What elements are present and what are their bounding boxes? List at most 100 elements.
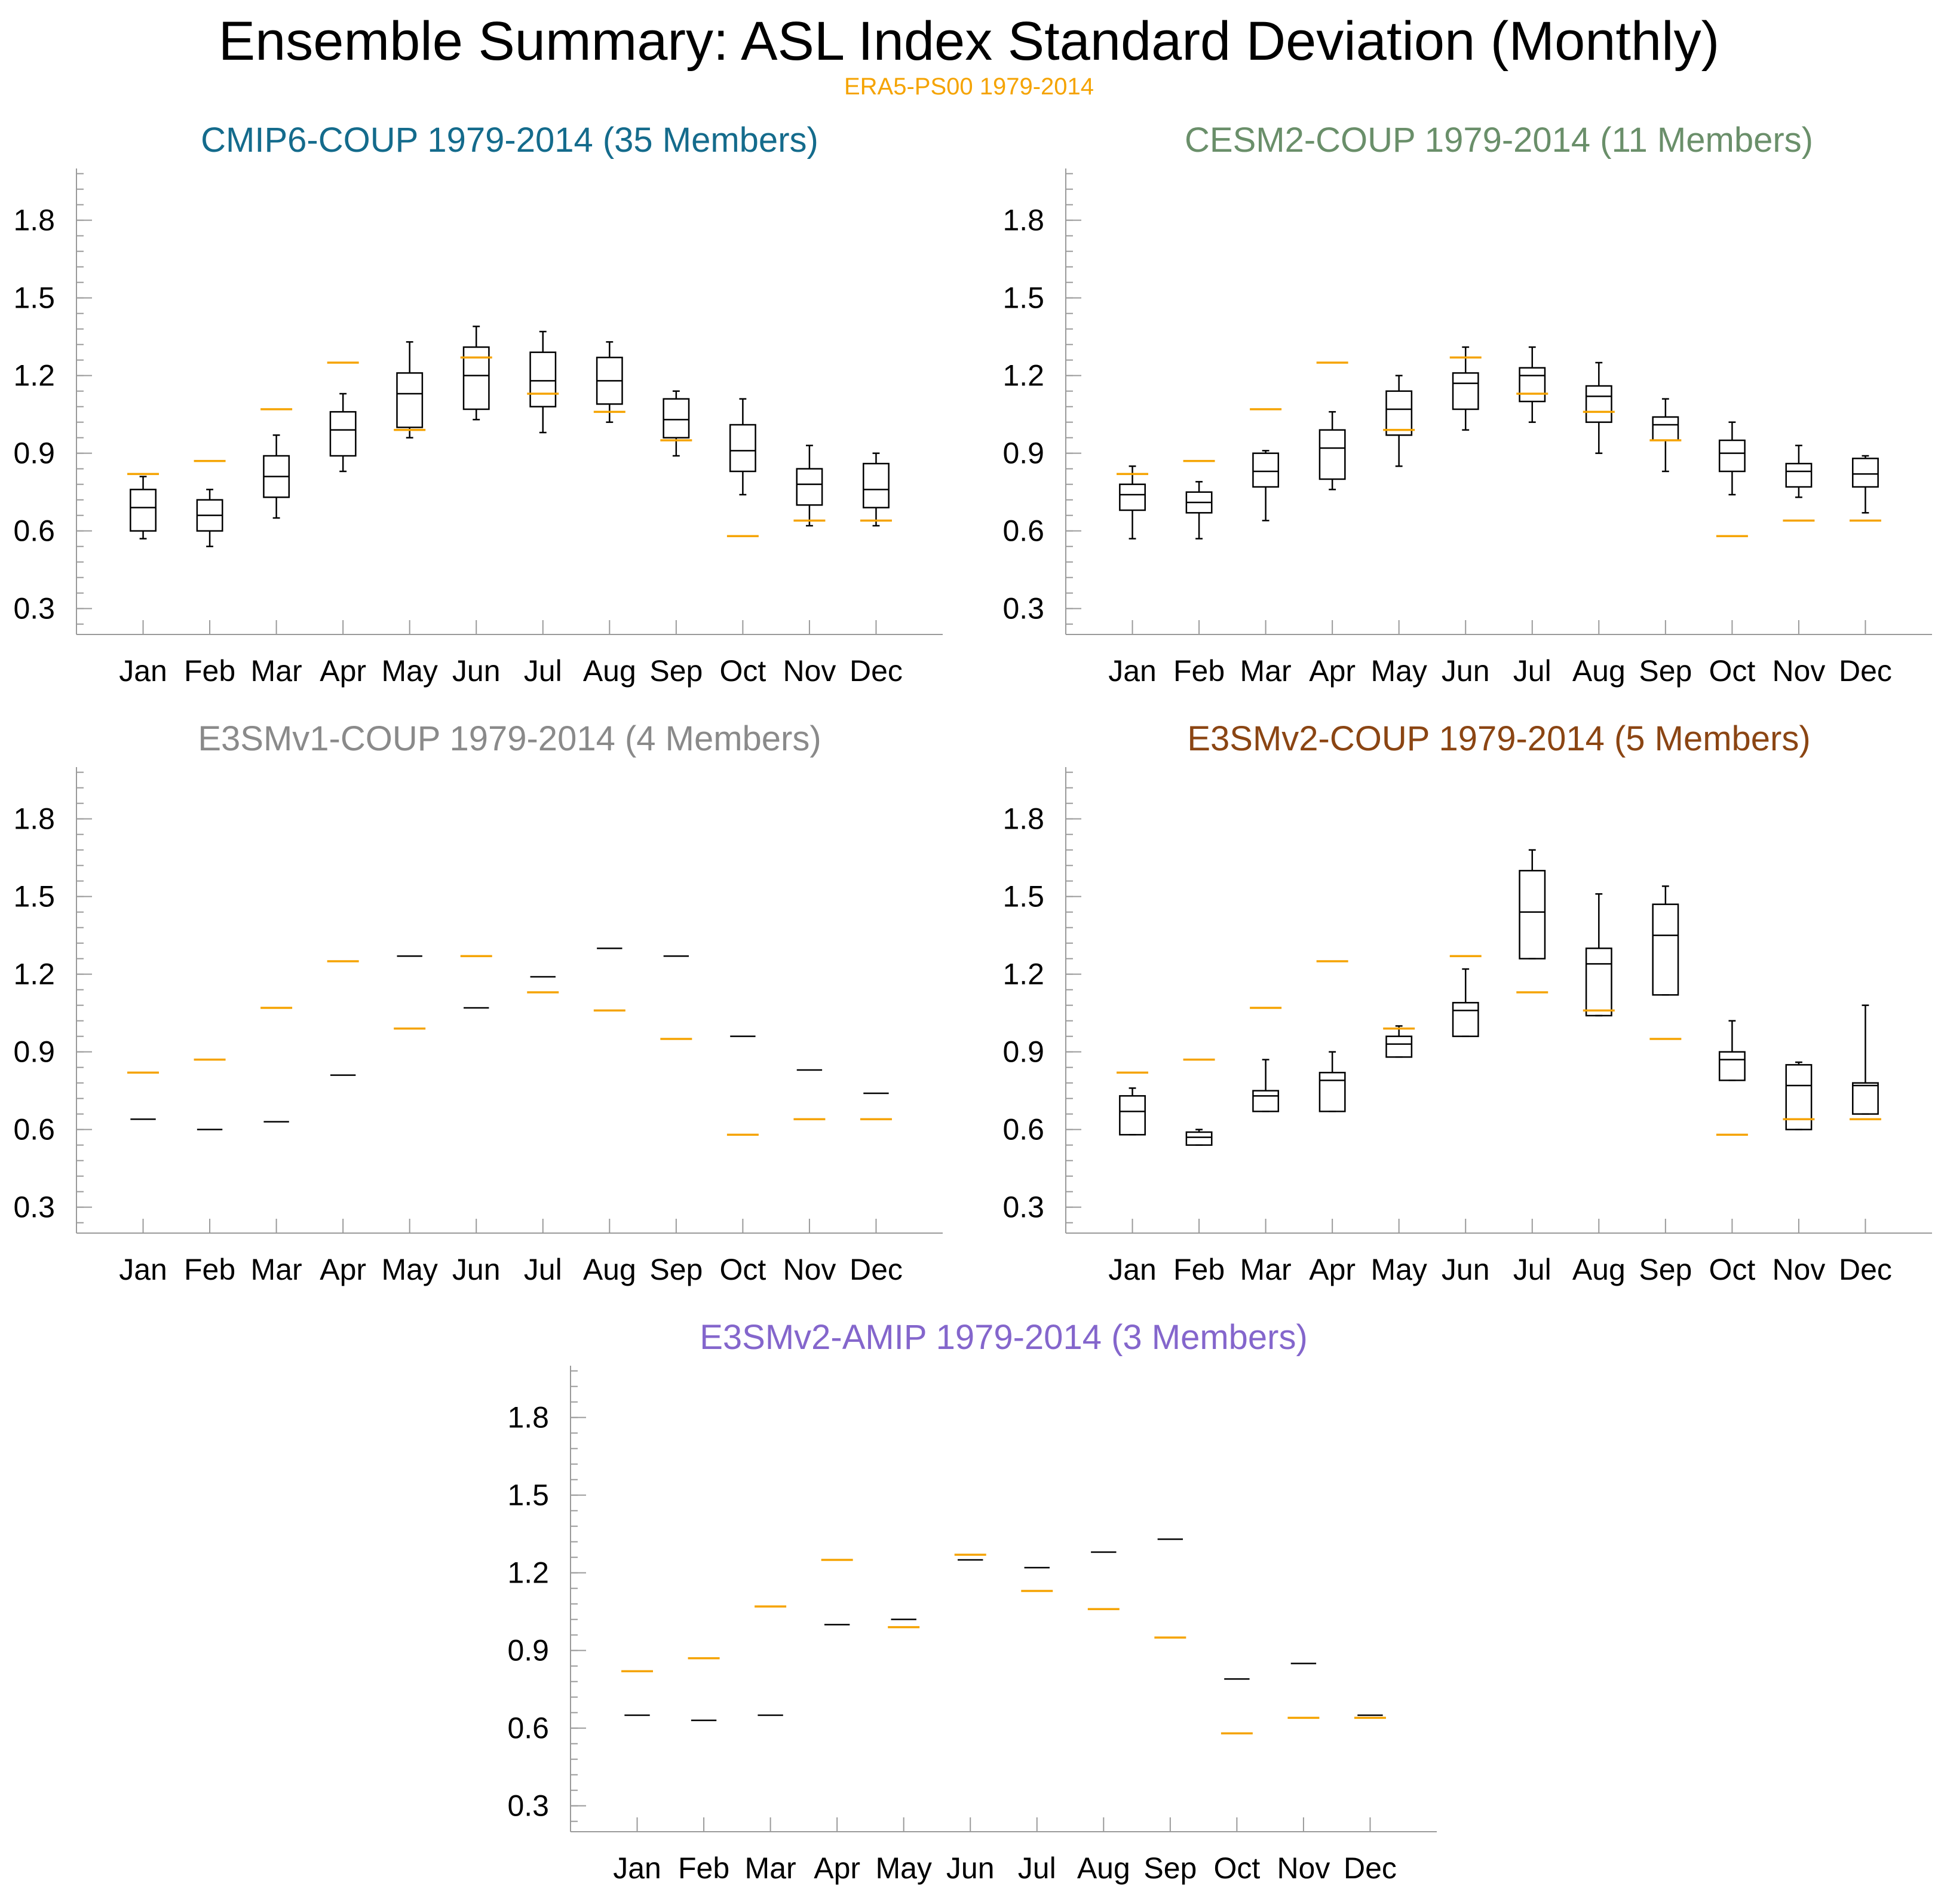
box-nov — [1785, 1061, 1813, 1130]
iqr-box — [1119, 483, 1146, 511]
iqr-box — [1785, 462, 1813, 488]
x-tick-label: Oct — [1709, 654, 1755, 688]
y-tick-label: 0.3 — [507, 1789, 549, 1823]
x-tick-label: Nov — [1772, 1253, 1825, 1286]
y-tick-label: 0.9 — [1002, 437, 1044, 470]
x-tick-label: Jan — [1108, 654, 1157, 688]
x-tick-label: Feb — [1173, 1253, 1225, 1286]
iqr-box — [1385, 1035, 1413, 1058]
iqr-box — [1519, 367, 1546, 403]
iqr-box — [1852, 458, 1879, 488]
y-tick-label: 0.6 — [13, 514, 55, 548]
box-jan — [1119, 1087, 1146, 1136]
x-tick-label: May — [381, 1253, 437, 1286]
x-tick-label: Jan — [119, 654, 167, 688]
y-tick-label: 0.6 — [1002, 1113, 1044, 1146]
box-jul — [1519, 849, 1546, 959]
y-tick-label: 1.5 — [13, 281, 55, 315]
panel-title: CESM2-COUP 1979-2014 (11 Members) — [1185, 121, 1813, 160]
box-aug — [1585, 361, 1612, 454]
x-tick-label: Feb — [678, 1851, 729, 1885]
x-tick-label: Jan — [119, 1253, 167, 1286]
x-tick-label: Sep — [1143, 1851, 1197, 1885]
box-apr — [329, 393, 357, 473]
y-tick-label: 1.5 — [13, 880, 55, 913]
x-tick-label: Jul — [1513, 1253, 1551, 1286]
y-tick-label: 1.8 — [507, 1401, 549, 1434]
x-tick-label: May — [381, 654, 437, 688]
y-tick-label: 1.5 — [1002, 281, 1044, 315]
x-tick-label: Jul — [524, 1253, 562, 1286]
box-nov — [796, 444, 823, 527]
box-jul — [529, 330, 557, 434]
x-tick-label: Mar — [1240, 654, 1292, 688]
iqr-box — [1185, 1131, 1213, 1146]
x-tick-label: Aug — [1572, 654, 1626, 688]
iqr-box — [1585, 385, 1612, 423]
y-tick-label: 0.3 — [1002, 1191, 1044, 1224]
x-tick-label: Apr — [1309, 654, 1356, 688]
box-may — [1385, 375, 1413, 467]
y-tick-label: 1.2 — [13, 359, 55, 393]
figure-subtitle: ERA5-PS00 1979-2014 — [844, 73, 1094, 100]
panel-5: E3SMv2-AMIP 1979-2014 (3 Members) 0.3 0.6 0… — [507, 1318, 1437, 1885]
x-tick-label: Aug — [583, 654, 636, 688]
box-sep — [663, 390, 690, 457]
iqr-box — [1452, 1002, 1479, 1037]
y-tick-label: 0.6 — [13, 1113, 55, 1146]
x-tick-label: Dec — [1839, 1253, 1892, 1286]
iqr-box — [1318, 1072, 1346, 1112]
x-tick-label: Aug — [583, 1253, 636, 1286]
panel-4: E3SMv2-COUP 1979-2014 (5 Members) 0.3 0.6 0… — [1002, 719, 1932, 1286]
iqr-box — [130, 489, 157, 532]
box-jan — [1119, 465, 1146, 539]
iqr-box — [1318, 429, 1346, 480]
panel-title: E3SMv2-COUP 1979-2014 (5 Members) — [1187, 719, 1810, 758]
y-tick-label: 1.2 — [1002, 958, 1044, 991]
iqr-box — [1585, 948, 1612, 1017]
x-tick-label: Apr — [320, 654, 366, 688]
y-tick-label: 1.5 — [507, 1479, 549, 1512]
panels-group: CMIP6-COUP 1979-2014 (35 Members) 0.3 0.6 0… — [13, 121, 1932, 1885]
x-tick-label: Aug — [1077, 1851, 1130, 1885]
box-oct — [729, 398, 756, 496]
box-oct — [1718, 421, 1746, 496]
x-tick-label: Jun — [1442, 654, 1490, 688]
iqr-box — [1252, 1090, 1280, 1112]
x-tick-label: Jun — [1442, 1253, 1490, 1286]
x-tick-label: Jul — [1513, 654, 1551, 688]
box-sep — [1652, 885, 1679, 996]
y-tick-label: 0.3 — [13, 1191, 55, 1224]
x-tick-label: Sep — [649, 1253, 703, 1286]
box-aug — [1585, 893, 1612, 1017]
iqr-box — [1785, 1064, 1813, 1130]
x-tick-label: Apr — [1309, 1253, 1356, 1286]
x-tick-label: Jul — [524, 654, 562, 688]
iqr-box — [529, 351, 557, 407]
x-tick-label: Jan — [1108, 1253, 1157, 1286]
y-tick-label: 0.3 — [1002, 592, 1044, 626]
box-sep — [1652, 398, 1679, 473]
iqr-box — [1452, 372, 1479, 410]
y-tick-label: 0.6 — [1002, 514, 1044, 548]
iqr-box — [1718, 1051, 1746, 1081]
x-tick-label: Sep — [1639, 1253, 1692, 1286]
y-tick-label: 1.8 — [1002, 802, 1044, 836]
x-tick-label: Nov — [783, 654, 836, 688]
box-mar — [1252, 450, 1280, 522]
x-tick-label: Apr — [814, 1851, 860, 1885]
x-tick-label: Sep — [1639, 654, 1692, 688]
iqr-box — [396, 372, 424, 428]
panel-title: CMIP6-COUP 1979-2014 (35 Members) — [201, 121, 818, 160]
x-tick-label: Sep — [649, 654, 703, 688]
x-tick-label: Dec — [1839, 654, 1892, 688]
box-aug — [596, 341, 623, 423]
x-tick-label: Jul — [1018, 1851, 1056, 1885]
iqr-box — [863, 462, 890, 508]
y-tick-label: 1.2 — [13, 958, 55, 991]
x-tick-label: Mar — [251, 654, 302, 688]
x-tick-label: Apr — [320, 1253, 366, 1286]
box-mar — [263, 434, 290, 519]
x-tick-label: Feb — [184, 654, 235, 688]
